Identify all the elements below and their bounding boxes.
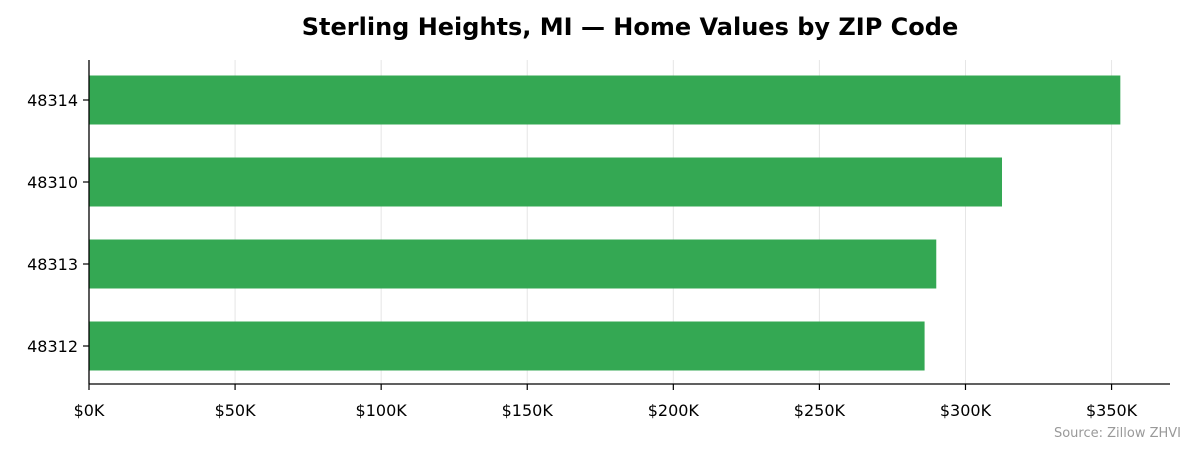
y-tick-label-48314: 48314: [27, 91, 78, 110]
bars-layer: [89, 75, 1121, 371]
x-tick-label-6: $300K: [940, 401, 992, 420]
bar-48314: [89, 75, 1121, 125]
y-tick-label-48313: 48313: [27, 255, 78, 274]
x-tick-label-1: $50K: [215, 401, 257, 420]
chart-title: Sterling Heights, MI — Home Values by ZI…: [302, 13, 958, 41]
axes-layer: [88, 60, 1170, 385]
ticks-layer: 48314 48310 48313 48312 $0K $50K $100K $150K $20…: [27, 91, 1138, 420]
x-tick-label-5: $250K: [794, 401, 846, 420]
bar-48313: [89, 239, 937, 289]
y-tick-label-48312: 48312: [27, 337, 78, 356]
bar-48310: [89, 157, 1003, 207]
x-tick-label-3: $150K: [502, 401, 554, 420]
x-tick-label-2: $100K: [356, 401, 408, 420]
y-tick-label-48310: 48310: [27, 173, 78, 192]
x-tick-label-4: $200K: [648, 401, 700, 420]
x-tick-label-7: $350K: [1086, 401, 1138, 420]
source-note: Source: Zillow ZHVI: [1054, 426, 1181, 441]
x-tick-label-0: $0K: [74, 401, 105, 420]
bar-48312: [89, 321, 925, 371]
